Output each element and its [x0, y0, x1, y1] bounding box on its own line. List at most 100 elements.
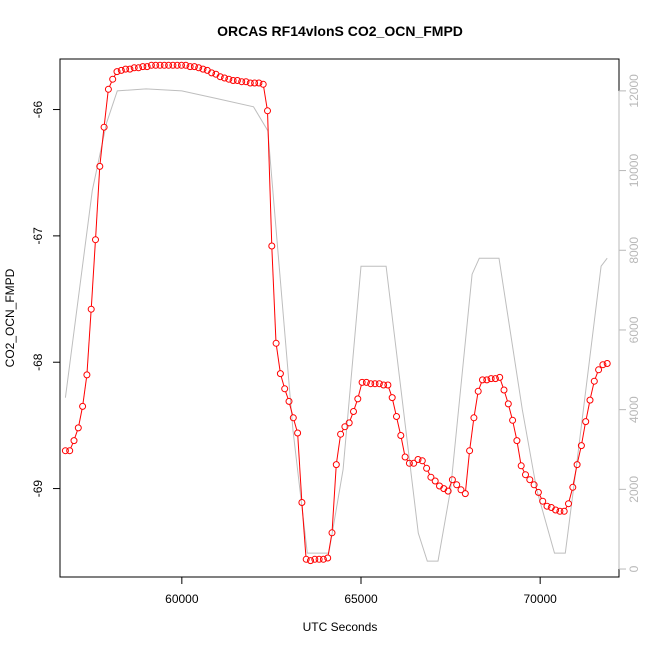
series-segment: [267, 113, 273, 244]
data-point: [483, 376, 491, 384]
x-tick-label: 65000: [344, 592, 378, 606]
series-segment: [95, 169, 101, 237]
data-point: [225, 75, 233, 83]
data-point: [242, 78, 250, 86]
data-point: [457, 486, 465, 494]
data-point: [500, 386, 508, 394]
y2-tick-label: 12000: [627, 74, 641, 108]
series-segment: [504, 392, 508, 402]
data-point: [517, 462, 525, 470]
series-segment: [301, 505, 307, 557]
data-point: [285, 397, 293, 405]
primary-series-layer: [61, 61, 611, 565]
series-segment: [585, 403, 590, 419]
data-point: [117, 66, 125, 74]
data-point: [311, 555, 319, 563]
data-point: [543, 502, 551, 510]
series-segment: [271, 248, 277, 341]
data-point: [147, 61, 155, 69]
data-point: [487, 375, 495, 383]
data-point: [595, 366, 603, 374]
data-point: [186, 63, 194, 71]
data-point: [573, 461, 581, 469]
series-segment: [82, 377, 87, 404]
series-segment: [448, 482, 452, 489]
data-point: [173, 61, 181, 69]
data-point: [328, 529, 336, 537]
data-point: [380, 381, 388, 389]
series-segment: [90, 242, 96, 307]
data-point: [281, 385, 289, 393]
series-segment: [285, 391, 289, 399]
series-segment: [539, 494, 542, 499]
data-point: [350, 408, 357, 415]
series-segment: [568, 490, 573, 501]
series-segment: [508, 406, 513, 418]
data-point: [87, 305, 95, 313]
data-point: [423, 464, 431, 472]
data-point: [109, 75, 117, 83]
data-point: [246, 79, 254, 87]
series-segment: [74, 430, 78, 438]
series-segment: [473, 394, 479, 415]
y-tick-label: -66: [31, 101, 45, 119]
data-point: [152, 61, 160, 69]
series-segment: [400, 438, 405, 455]
y2-tick-label: 0: [627, 565, 641, 572]
data-point: [272, 339, 280, 347]
y-axis-left: -69 -68 -67 -66: [31, 101, 61, 498]
series-segment: [70, 443, 74, 449]
y-tick-label: -69: [31, 480, 45, 498]
series-segment: [465, 453, 470, 491]
y-tick-label: -67: [31, 227, 45, 245]
series-segment: [86, 312, 92, 372]
data-point: [324, 554, 332, 562]
data-point: [139, 63, 147, 71]
y2-tick-label: 10000: [627, 154, 641, 188]
y2-tick-label: 6000: [627, 316, 641, 343]
series-segment: [388, 387, 392, 395]
data-point: [276, 370, 284, 378]
series-segment: [577, 448, 582, 462]
data-point: [526, 476, 534, 484]
data-point: [552, 506, 560, 514]
series-segment: [516, 443, 522, 463]
data-point: [169, 61, 177, 69]
series-segment: [331, 467, 337, 530]
data-point: [221, 74, 228, 82]
data-point: [371, 380, 379, 388]
series-segment: [512, 423, 517, 438]
data-point: [61, 447, 69, 455]
data-point: [126, 65, 134, 73]
series-segment: [500, 380, 504, 388]
series-segment: [581, 424, 586, 443]
data-point: [530, 481, 538, 489]
chart-title: ORCAS RF14vlonS CO2_OCN_FMPD: [217, 23, 463, 39]
data-point: [397, 432, 405, 439]
data-point: [143, 63, 151, 71]
data-point: [534, 488, 542, 496]
series-segment: [594, 372, 598, 379]
data-point: [367, 380, 375, 388]
data-point: [539, 497, 547, 505]
data-point: [470, 414, 478, 422]
data-point: [414, 456, 422, 463]
data-point: [504, 400, 512, 408]
data-point: [388, 394, 396, 402]
data-point: [165, 61, 173, 69]
data-point: [100, 123, 108, 131]
series-segment: [572, 467, 577, 485]
data-point: [156, 61, 164, 69]
data-point: [603, 360, 611, 367]
data-point: [255, 79, 263, 87]
data-point: [259, 80, 267, 88]
series-segment: [336, 437, 341, 462]
data-point: [599, 361, 607, 369]
data-point: [354, 395, 362, 403]
data-point: [319, 555, 327, 563]
data-point: [216, 73, 224, 81]
data-point: [122, 65, 130, 73]
data-point: [178, 61, 185, 69]
data-point: [453, 481, 461, 489]
